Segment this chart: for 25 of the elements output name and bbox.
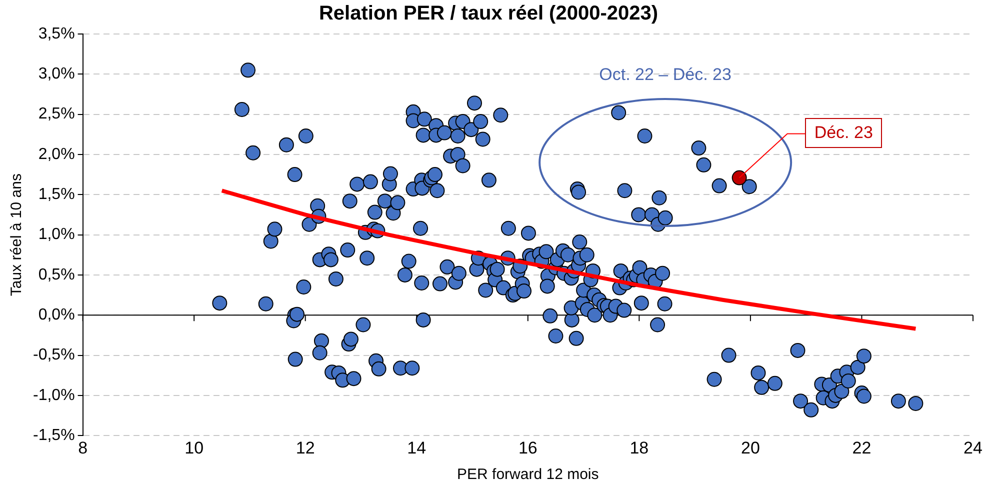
y-tick-label: -1,5% (33, 427, 75, 444)
y-tick-label: 2,0% (38, 146, 75, 163)
y-tick-label: 0,5% (38, 266, 75, 284)
x-tick-label: 16 (518, 438, 538, 458)
y-tick-label: 3,0% (38, 66, 75, 83)
x-tick-label: 20 (740, 438, 760, 458)
y-tick-label: -1,0% (33, 386, 75, 404)
y-axis-title: Taux réel à 10 ans (8, 174, 26, 296)
y-tick-label: 1,5% (38, 186, 75, 204)
chart-title: Relation PER / taux réel (2000-2023) (318, 2, 658, 25)
y-tick-label: -0,5% (33, 346, 75, 364)
x-axis-title: PER forward 12 mois (457, 466, 599, 484)
annotation: Déc. 23 (805, 118, 882, 148)
x-tick-label: 14 (407, 438, 426, 458)
x-tick-label: 18 (630, 438, 649, 458)
y-tick-label: 0,0% (38, 306, 75, 324)
annotation: Oct. 22 – Déc. 23 (598, 65, 732, 86)
x-tick-label: 8 (78, 438, 88, 458)
y-tick-label: 1,0% (38, 226, 75, 244)
x-tick-label: 12 (296, 438, 315, 458)
y-tick-label: 3,5% (38, 25, 75, 42)
y-tick-label: 2,5% (38, 106, 75, 123)
x-tick-label: 22 (852, 438, 872, 458)
x-tick-label: 24 (964, 438, 982, 458)
x-tick-label: 10 (184, 438, 204, 458)
